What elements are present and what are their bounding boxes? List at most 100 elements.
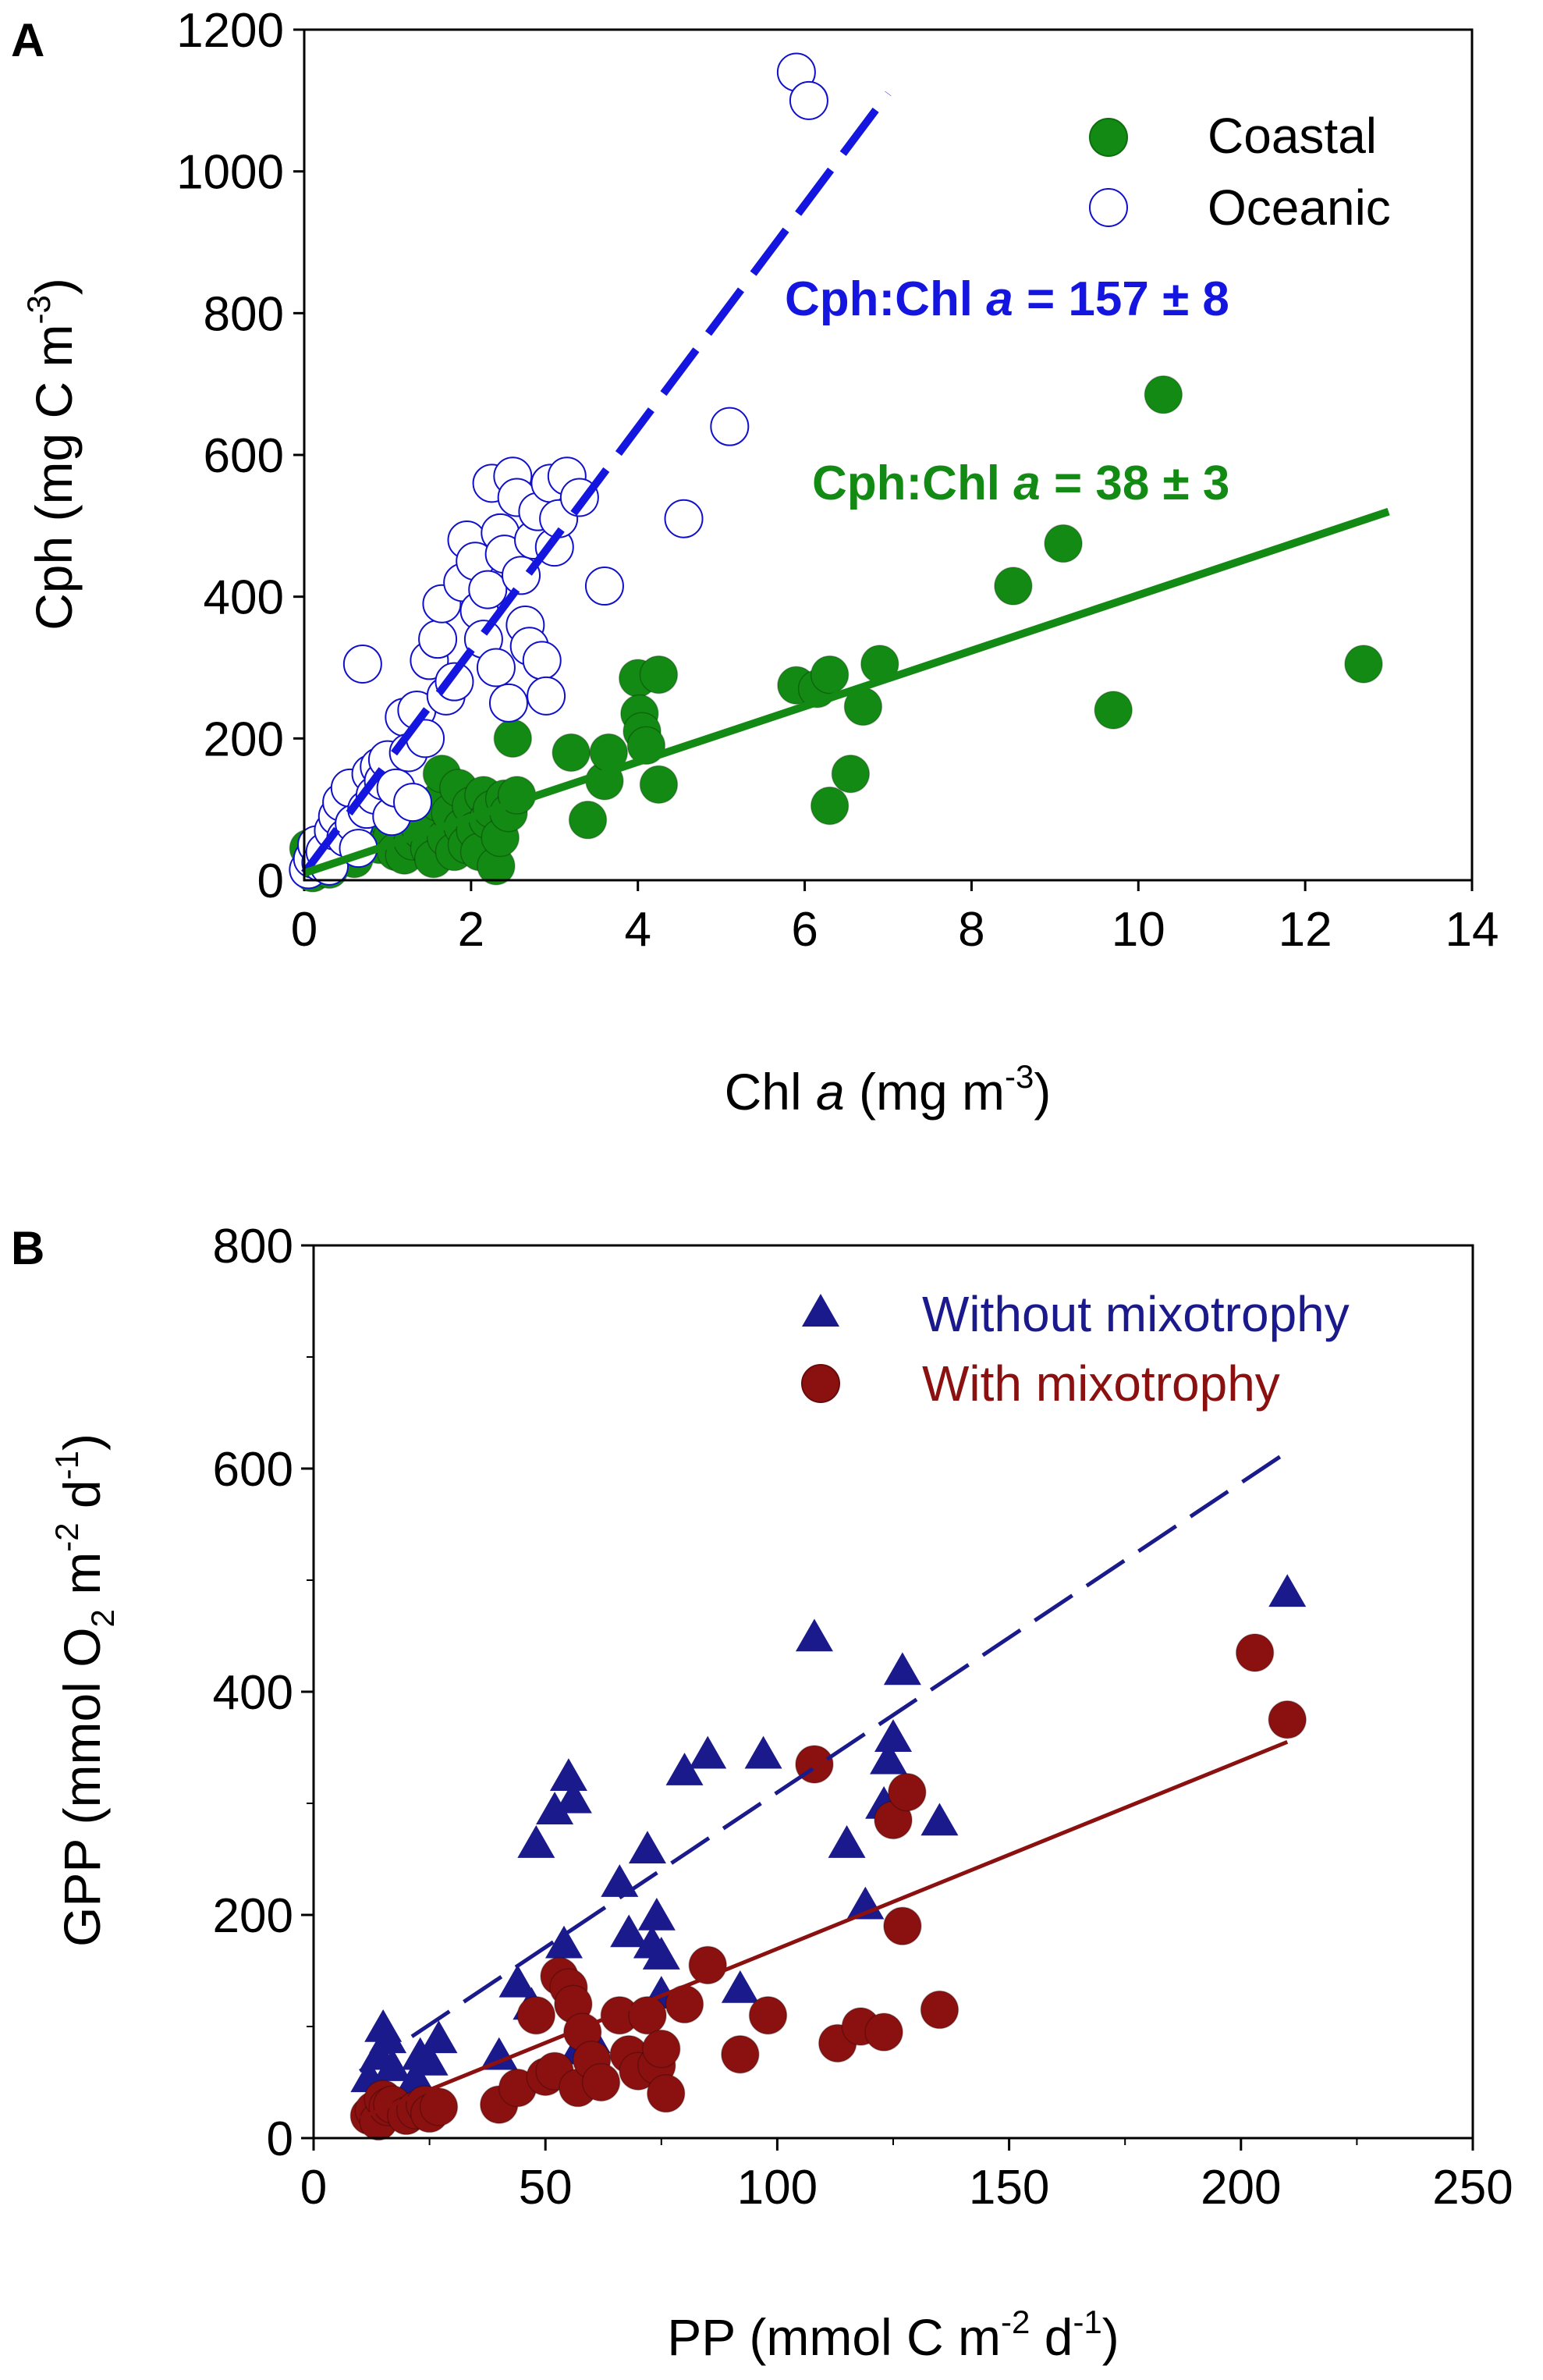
data-point — [522, 641, 562, 680]
data-point — [710, 407, 750, 446]
data-point — [536, 1792, 574, 1824]
annotation-oceanic-ratio: Cph:Chl a = 157 ± 8 — [785, 272, 1229, 326]
data-point — [342, 644, 382, 684]
data-point — [642, 1937, 680, 1970]
data-point — [610, 1914, 648, 1948]
legend-with-mixotrophy-marker — [801, 1364, 840, 1403]
panel-a-y-tick-label: 0 — [257, 854, 284, 908]
legend-oceanic-marker — [1089, 188, 1128, 227]
coastal-fit-line — [303, 507, 1390, 877]
data-point — [554, 1780, 592, 1813]
data-point — [584, 567, 624, 606]
panel-a-legend: Coastal Oceanic — [1089, 108, 1391, 236]
data-point — [601, 1864, 639, 1897]
legend-with-mixotrophy-label: With mixotrophy — [922, 1355, 1280, 1412]
panel-a-x-axis: 0 2 4 6 8 10 12 14 — [291, 880, 1499, 957]
panel-a-x-tick-label: 4 — [624, 903, 651, 957]
data-point — [864, 2012, 903, 2051]
panel-a-x-tick-label: 8 — [958, 903, 984, 957]
panel-b-y-tick-label: 0 — [267, 2112, 293, 2166]
data-point — [544, 1925, 583, 1959]
data-point — [637, 1898, 676, 1931]
data-point — [870, 1741, 908, 1774]
data-point — [1268, 1574, 1307, 1607]
data-point — [748, 1995, 788, 2035]
data-point — [418, 620, 458, 659]
panel-a-x-axis-label: Chl a (mg m-3) — [725, 1058, 1052, 1121]
data-point — [369, 2020, 407, 2054]
data-point — [552, 733, 591, 773]
panel-b-plot-area — [349, 1450, 1307, 2141]
panel-b-x-tick-label: 50 — [519, 2161, 573, 2215]
data-point — [476, 648, 516, 687]
data-point — [639, 765, 679, 805]
data-point — [420, 2020, 458, 2054]
panel-a-x-tick-label: 10 — [1112, 903, 1165, 957]
data-point — [516, 1995, 556, 2035]
panel-b-x-axis: 0 50 100 150 200 250 — [300, 2138, 1513, 2215]
panel-a-y-tick-label: 1200 — [176, 4, 284, 58]
data-point — [920, 1803, 959, 1836]
panel-b-x-tick-label: 0 — [300, 2161, 327, 2215]
panel-b-y-tick-label: 800 — [213, 1220, 293, 1273]
data-point — [1268, 1700, 1307, 1739]
panel-a-y-axis-label: Cph (mg C m-3) — [20, 278, 83, 631]
panel-a-x-tick-label: 14 — [1445, 903, 1499, 957]
data-point — [498, 1964, 537, 1998]
panel-b-y-tick-label: 400 — [213, 1666, 293, 1720]
data-point — [1044, 524, 1083, 563]
data-point — [493, 719, 533, 758]
data-point — [888, 1772, 927, 1812]
legend-without-mixotrophy-label: Without mixotrophy — [922, 1286, 1350, 1342]
panel-b-frame — [312, 1244, 1474, 2140]
legend-without-mixotrophy-marker — [802, 1294, 839, 1327]
panel-b-y-tick-label: 200 — [213, 1889, 293, 1943]
data-point — [488, 683, 528, 723]
panel-a-frame — [303, 28, 1474, 882]
data-point — [1094, 691, 1133, 730]
oceanic-fit-line — [300, 91, 892, 876]
panel-b-legend: Without mixotrophy With mixotrophy — [801, 1286, 1350, 1412]
data-point — [795, 1618, 833, 1652]
data-point — [789, 80, 828, 120]
panel-a-y-tick-label: 800 — [204, 287, 284, 341]
data-point — [568, 801, 608, 840]
data-point — [393, 783, 433, 822]
data-point — [1235, 1633, 1275, 1672]
data-point — [581, 2062, 621, 2102]
data-point — [642, 2029, 681, 2069]
panel-b-x-axis-label: PP (mmol C m-2 d-1) — [667, 2304, 1119, 2366]
data-point — [665, 1753, 704, 1785]
data-point — [468, 570, 508, 609]
panel-a-label: A — [11, 14, 44, 66]
with-mixotrophy-fit-line — [359, 1740, 1289, 2120]
data-point — [810, 655, 850, 694]
panel-a-plot-area — [289, 52, 1390, 893]
data-point — [744, 1735, 782, 1769]
data-point — [517, 1825, 555, 1858]
data-point — [639, 655, 679, 694]
legend-coastal-label: Coastal — [1208, 108, 1377, 164]
panel-a-x-tick-label: 6 — [791, 903, 818, 957]
data-point — [689, 1735, 727, 1769]
data-point — [721, 2035, 760, 2074]
panel-a-y-tick-label: 600 — [204, 429, 284, 483]
data-point — [828, 1825, 866, 1858]
data-point — [646, 2074, 686, 2113]
panel-a-x-tick-label: 12 — [1279, 903, 1332, 957]
data-point — [480, 2037, 518, 2070]
panel-a-x-tick-label: 0 — [291, 903, 317, 957]
data-point — [1344, 645, 1383, 684]
data-point — [831, 755, 871, 794]
data-point — [628, 1831, 666, 1863]
annotation-coastal-ratio: Cph:Chl a = 38 ± 3 — [812, 456, 1229, 510]
data-point — [549, 1758, 587, 1792]
data-point — [374, 2048, 412, 2081]
data-point — [1144, 375, 1183, 414]
panel-b-x-tick-label: 250 — [1432, 2161, 1513, 2215]
panel-a-y-tick-label: 1000 — [176, 146, 284, 200]
panel-a-y-tick-label: 400 — [204, 571, 284, 625]
data-point — [883, 1906, 922, 1946]
data-point — [721, 1970, 759, 2003]
panel-b-label: B — [11, 1222, 44, 1274]
